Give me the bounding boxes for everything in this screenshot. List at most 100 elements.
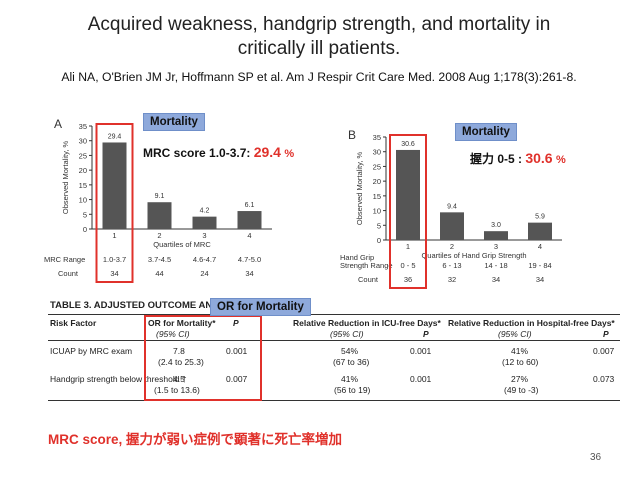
table-title: TABLE 3. ADJUSTED OUTCOME ANALYSIS: [50, 300, 246, 311]
col-or: OR for Mortality*: [148, 318, 216, 328]
x-tick-label: 1: [406, 242, 410, 251]
count-row-label: Count: [58, 269, 79, 278]
y-tick-label: 20: [79, 166, 87, 175]
or-for-mortality-tag: OR for Mortality: [210, 298, 311, 316]
row2-factor: Handgrip strength below threshold †: [50, 374, 187, 384]
y-tick-label: 0: [377, 236, 381, 245]
callout-handgrip-unit: %: [555, 154, 566, 166]
callout-mrc-unit: %: [284, 148, 295, 160]
col-hosp-p: P: [603, 329, 609, 339]
y-axis-label: Observed Mortality, %: [355, 152, 364, 226]
range-row-label: MRC Range: [44, 255, 85, 264]
count-cell: 34: [536, 275, 544, 284]
row1-hosp: 41%: [511, 346, 529, 356]
row2-p: 0.007: [226, 374, 248, 384]
col-icu: Relative Reduction in ICU-free Days*: [293, 318, 441, 328]
outcome-table: TABLE 3. ADJUSTED OUTCOME ANALYSIS Risk …: [48, 300, 620, 410]
range-row-label: Strength Range: [340, 261, 393, 270]
range-cell: 1.0-3.7: [103, 255, 126, 264]
count-row-label: Count: [358, 275, 379, 284]
mortality-tag-a: Mortality: [143, 113, 205, 131]
row1-icu: 54%: [341, 346, 359, 356]
data-label: 4.2: [200, 208, 210, 215]
row1-or: 7.8: [173, 346, 185, 356]
data-label: 29.4: [108, 133, 122, 140]
bar: [102, 142, 127, 229]
range-cell: 6 - 13: [442, 261, 461, 270]
row2-icu-p: 0.001: [410, 374, 432, 384]
bar: [147, 202, 172, 229]
col-hosp: Relative Reduction in Hospital-free Days…: [448, 318, 615, 328]
row1-p: 0.001: [226, 346, 248, 356]
y-tick-label: 30: [79, 137, 87, 146]
x-axis-label: Quartiles of MRC: [153, 240, 211, 249]
conclusion-note: MRC score, 握力が弱い症例で顕著に死亡率増加: [48, 432, 343, 447]
slide-title-line1: Acquired weakness, handgrip strength, an…: [87, 14, 551, 35]
table-top-rule: [48, 314, 620, 315]
y-axis-label: Observed Mortality, %: [61, 141, 70, 215]
count-cell: 36: [404, 275, 412, 284]
callout-mrc: MRC score 1.0-3.7: 29.4 %: [143, 144, 294, 160]
page-number: 36: [590, 452, 602, 463]
row2-hosp-p: 0.073: [593, 374, 615, 384]
x-tick-label: 4: [538, 242, 542, 251]
slide-title-line2: critically ill patients.: [237, 38, 401, 59]
bar: [440, 212, 464, 240]
callout-handgrip: 握力 0-5 : 30.6 %: [470, 150, 566, 167]
col-icu-p: P: [423, 329, 429, 339]
y-tick-label: 35: [373, 133, 381, 142]
col-or-p: P: [233, 318, 239, 328]
y-tick-label: 15: [373, 192, 381, 201]
row1-hosp-ci: (12 to 60): [502, 357, 539, 367]
data-label: 9.4: [447, 203, 457, 210]
callout-mrc-text: MRC score 1.0-3.7:: [143, 146, 254, 160]
bar: [484, 231, 508, 240]
x-tick-label: 1: [112, 231, 116, 240]
data-label: 5.9: [535, 214, 545, 221]
range-cell: 4.6-4.7: [193, 255, 216, 264]
y-tick-label: 20: [373, 177, 381, 186]
callout-mrc-value: 29.4: [253, 144, 281, 160]
row2-hosp-ci: (49 to -3): [504, 385, 539, 395]
x-axis-label: Quartiles of Hand Grip Strength: [421, 251, 526, 260]
range-cell: 0 - 5: [400, 261, 415, 270]
range-row-label: Hand Grip: [340, 253, 374, 262]
count-cell: 24: [200, 269, 208, 278]
row2-icu: 41%: [341, 374, 359, 384]
table-bottom-rule: [48, 400, 620, 401]
bar: [528, 222, 552, 240]
or-highlight-box: [144, 315, 262, 401]
count-cell: 34: [110, 269, 118, 278]
bar: [237, 211, 262, 229]
col-or-ci: (95% CI): [156, 329, 190, 339]
range-cell: 4.7-5.0: [238, 255, 261, 264]
citation: Ali NA, O'Brien JM Jr, Hoffmann SP et al…: [61, 70, 577, 84]
x-tick-label: 4: [247, 231, 251, 240]
chart-a-mrc: A 0 5 10 15 20 25 30 35 Observed Mortality, % 29.4…: [44, 117, 272, 283]
row1-icu-p: 0.001: [410, 346, 432, 356]
count-cell: 32: [448, 275, 456, 284]
row1-or-ci: (2.4 to 25.3): [158, 357, 204, 367]
x-tick-label: 3: [202, 231, 206, 240]
data-label: 9.1: [155, 193, 165, 200]
count-cell: 34: [245, 269, 253, 278]
range-cell: 19 - 84: [528, 261, 551, 270]
panel-label: B: [348, 128, 356, 142]
chart-b-handgrip: B 0 5 10 15 20 25 30 35 Observed Mortality, % 30.6…: [340, 128, 562, 289]
y-tick-label: 25: [79, 151, 87, 160]
callout-handgrip-text: 握力 0-5 :: [470, 152, 526, 166]
range-cell: 3.7-4.5: [148, 255, 171, 264]
data-label: 6.1: [245, 202, 255, 209]
y-tick-label: 35: [79, 122, 87, 131]
mortality-tag-b: Mortality: [455, 123, 517, 141]
row2-icu-ci: (56 to 19): [334, 385, 371, 395]
row2-or-ci: (1.5 to 13.6): [154, 385, 200, 395]
bar: [192, 216, 217, 229]
col-icu-ci: (95% CI): [330, 329, 364, 339]
data-label: 30.6: [401, 141, 415, 148]
row1-hosp-p: 0.007: [593, 346, 615, 356]
y-tick-label: 5: [377, 221, 381, 230]
col-hosp-ci: (95% CI): [498, 329, 532, 339]
row1-icu-ci: (67 to 36): [333, 357, 370, 367]
x-tick-label: 2: [450, 242, 454, 251]
